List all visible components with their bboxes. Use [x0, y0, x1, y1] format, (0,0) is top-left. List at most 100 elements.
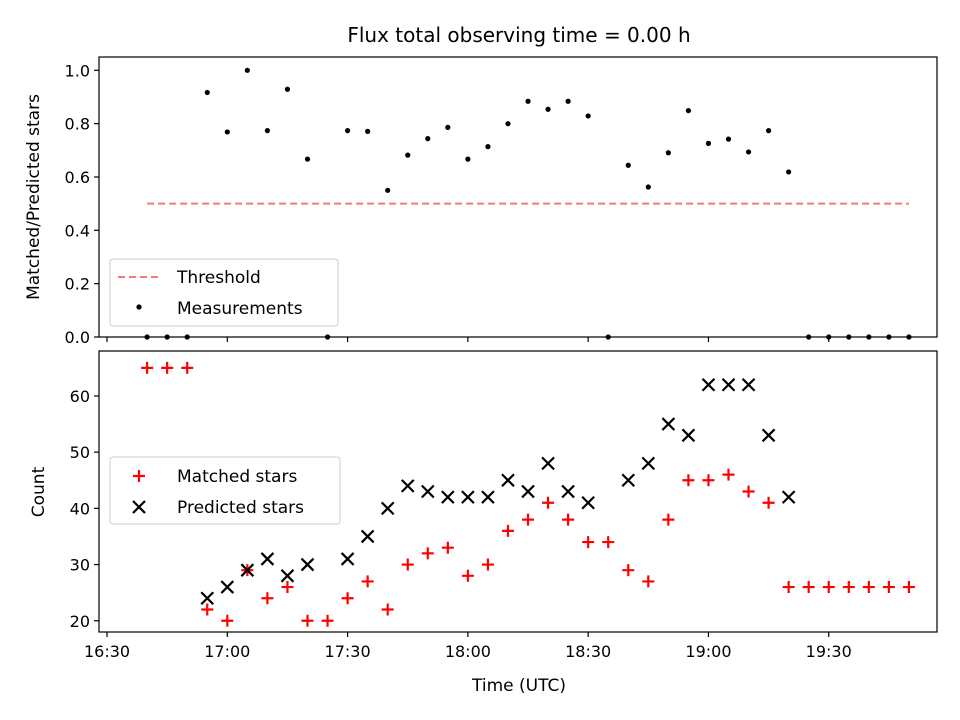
measurement-point [765, 128, 772, 134]
measurement-point [685, 108, 692, 114]
matched-star-point [762, 496, 775, 509]
matched-star-point [562, 513, 575, 526]
measurement-point [665, 150, 671, 156]
measurement-point [525, 98, 531, 104]
bottom-legend-box [109, 456, 341, 525]
predicted-star-point [481, 490, 495, 504]
matched-star-point [281, 581, 294, 594]
measurement-point [344, 128, 351, 134]
predicted-star-point [681, 428, 696, 443]
matched-star-point [381, 603, 394, 616]
matched-star-point [742, 485, 755, 498]
top-legend: Threshold Measurements [109, 258, 339, 327]
bottom-y-tick-label: 50 [70, 443, 90, 462]
x-axis-label: Time (UTC) [471, 676, 566, 696]
predicted-star-point [521, 484, 535, 499]
chart-title: Flux total observing time = 0.00 h [347, 23, 690, 47]
top-panel: 0.0 0.2 0.4 0.6 0.8 1.0 Matched/Predicted sta… [24, 56, 938, 347]
measurement-point [786, 169, 792, 175]
top-y-tick-label: 0.8 [65, 115, 90, 134]
predicted-star-point [781, 490, 796, 504]
bottom-x-ticks: 16:30 17:00 17:30 18:00 18:30 19:00 19:30 [84, 632, 852, 661]
matched-star-point [321, 614, 334, 627]
measurement-point [485, 144, 491, 150]
matched-star-point [542, 496, 555, 509]
top-y-tick-label: 0.4 [65, 221, 90, 240]
matched-star-point [642, 575, 655, 588]
matched-star-point [802, 581, 815, 594]
measurement-point [224, 129, 230, 135]
predicted-star-point [541, 456, 555, 471]
predicted-star-point [400, 479, 415, 493]
matched-star-point [161, 361, 174, 374]
x-tick-label: 18:00 [445, 642, 491, 661]
matched-star-point [341, 592, 354, 605]
top-y-tick-label: 0.2 [65, 275, 90, 294]
measurement-point [585, 113, 591, 119]
bottom-y-axis-label: Count [29, 466, 49, 517]
bottom-y-ticks: 20 30 40 50 60 [70, 387, 99, 631]
top-y-axis-label: Matched/Predicted stars [24, 94, 44, 300]
matched-star-point [862, 581, 875, 594]
measurement-point [705, 140, 712, 146]
measurement-point [304, 156, 311, 162]
measurement-point [385, 187, 391, 193]
matched-star-point [221, 614, 234, 627]
top-y-tick-label: 0.0 [65, 328, 90, 347]
matched-star-point [481, 558, 494, 571]
legend-predicted-swatch [132, 500, 146, 514]
measurement-point [425, 136, 431, 142]
x-tick-label: 17:00 [204, 642, 250, 661]
predicted-star-point [641, 456, 656, 471]
predicted-star-point [461, 490, 475, 504]
predicted-star-point [721, 377, 736, 392]
predicted-star-point [421, 484, 435, 499]
legend-measurements-swatch [136, 304, 142, 310]
matched-star-point [622, 564, 635, 577]
measurement-point [465, 156, 471, 162]
x-tick-label: 16:30 [84, 642, 130, 661]
measurement-point [365, 128, 371, 134]
top-y-tick-label: 1.0 [65, 61, 90, 80]
legend-matched-swatch [133, 470, 145, 482]
measurement-point [264, 128, 271, 134]
bottom-y-tick-label: 60 [70, 387, 90, 406]
predicted-star-point [200, 591, 215, 606]
matched-star-point [301, 614, 314, 627]
x-tick-label: 19:30 [806, 642, 852, 661]
measurement-point [445, 124, 451, 130]
predicted-star-point [240, 563, 255, 577]
matched-star-point [902, 581, 915, 594]
legend-matched-label: Matched stars [177, 467, 297, 487]
measurement-point [645, 184, 651, 190]
predicted-star-point [380, 501, 395, 516]
matched-star-point [261, 592, 274, 605]
predicted-star-point [501, 473, 515, 488]
matched-star-point [201, 603, 214, 616]
measurement-point [745, 149, 752, 155]
predicted-star-point [621, 473, 636, 488]
measurement-point [565, 98, 571, 104]
bottom-series-group [141, 361, 915, 627]
measurement-point [725, 136, 732, 142]
x-tick-label: 19:00 [685, 642, 731, 661]
matched-star-point [782, 581, 795, 594]
matched-star-point [722, 468, 735, 481]
matched-star-point [682, 474, 695, 487]
predicted-star-point [280, 569, 295, 583]
legend-measurements-label: Measurements [177, 299, 303, 319]
measurement-point [505, 121, 511, 127]
predicted-star-point [701, 377, 716, 392]
predicted-star-point [260, 552, 275, 566]
bottom-axes-frame [98, 350, 938, 633]
matched-star-point [501, 524, 514, 537]
measurement-point [405, 152, 411, 158]
predicted-star-point [220, 580, 235, 594]
legend-threshold-label: Threshold [176, 268, 261, 288]
top-y-tick-label: 0.6 [65, 168, 90, 187]
matched-star-point [602, 536, 615, 549]
bottom-y-tick-label: 30 [70, 556, 90, 575]
matched-star-point [842, 581, 855, 594]
